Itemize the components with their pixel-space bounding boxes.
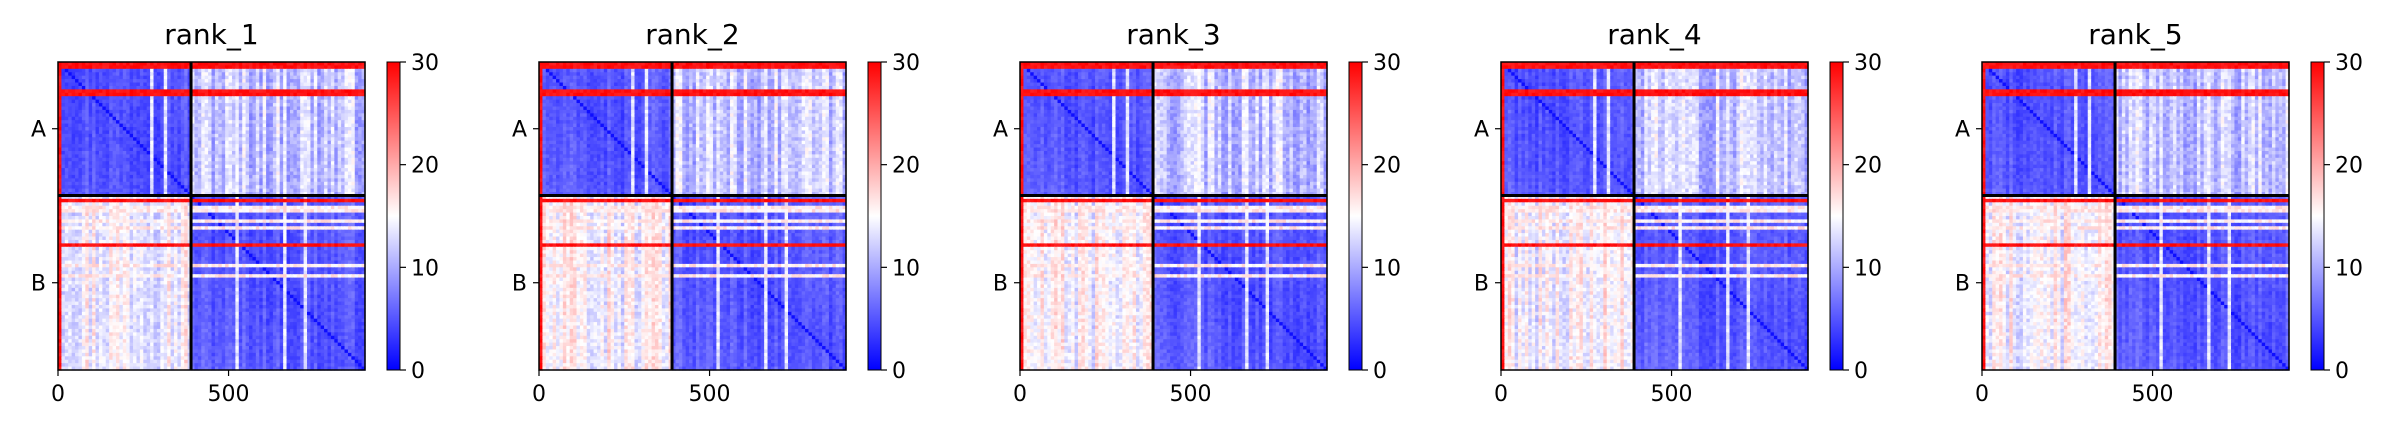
colorbar-tick-label: 20 — [1373, 154, 1401, 179]
chart-title: rank_5 — [2088, 18, 2182, 51]
panel-rank_3: rank_3 A B 0 500 0 10 20 30 — [993, 18, 1401, 407]
colorbar-tick-label: 20 — [411, 154, 439, 179]
colorbar-tick-label: 10 — [411, 256, 439, 281]
colorbar-tick-label: 20 — [1854, 154, 1882, 179]
heatmap-cells — [1020, 62, 1328, 371]
panel-rank_2: rank_2 A B 0 500 0 10 20 30 — [512, 18, 920, 407]
colorbar-tick-label: 30 — [1373, 51, 1401, 76]
x-tick-label: 500 — [1651, 382, 1693, 407]
panel-rank_1: rank_1 A B 0 500 0 10 20 30 — [31, 18, 439, 407]
colorbar-tick-label: 30 — [1854, 51, 1882, 76]
colorbar-tick-label: 30 — [892, 51, 920, 76]
colorbar-tick-label: 20 — [892, 154, 920, 179]
x-tick-label: 0 — [51, 382, 65, 407]
colorbar — [387, 62, 400, 370]
colorbar-tick-label: 0 — [1373, 359, 1387, 384]
colorbar-tick-label: 0 — [1854, 359, 1868, 384]
x-tick-label: 500 — [208, 382, 250, 407]
x-tick-label: 500 — [689, 382, 731, 407]
chain-label-A: A — [1955, 118, 1970, 143]
colorbar-tick-label: 0 — [2335, 359, 2349, 384]
colorbar-tick-label: 0 — [411, 359, 425, 384]
colorbar-tick-label: 10 — [892, 256, 920, 281]
heatmap-cells — [539, 62, 847, 371]
x-tick-label: 0 — [1975, 382, 1989, 407]
colorbar — [2311, 62, 2324, 370]
chain-label-A: A — [1474, 118, 1489, 143]
colorbar-tick-label: 10 — [1854, 256, 1882, 281]
colorbar-tick-label: 30 — [411, 51, 439, 76]
colorbar — [868, 62, 881, 370]
heatmap-cells — [1501, 62, 1809, 371]
x-tick-label: 0 — [1494, 382, 1508, 407]
x-tick-label: 500 — [1170, 382, 1212, 407]
chain-label-A: A — [512, 118, 527, 143]
panel-rank_4: rank_4 A B 0 500 0 10 20 30 — [1474, 18, 1882, 407]
x-tick-label: 0 — [532, 382, 546, 407]
chain-label-B: B — [512, 272, 527, 297]
chart-title: rank_3 — [1126, 18, 1220, 51]
colorbar — [1830, 62, 1843, 370]
x-tick-label: 0 — [1013, 382, 1027, 407]
heatmap-cells — [1982, 62, 2290, 371]
chain-label-B: B — [31, 272, 46, 297]
chain-label-B: B — [1474, 272, 1489, 297]
chart-title: rank_1 — [164, 18, 258, 51]
colorbar-tick-label: 10 — [1373, 256, 1401, 281]
colorbar-tick-label: 30 — [2335, 51, 2363, 76]
heatmap-cells — [58, 62, 366, 371]
chart-title: rank_2 — [645, 18, 739, 51]
colorbar — [1349, 62, 1362, 370]
chain-label-A: A — [993, 118, 1008, 143]
x-tick-label: 500 — [2132, 382, 2174, 407]
chain-label-B: B — [1955, 272, 1970, 297]
chain-label-B: B — [993, 272, 1008, 297]
colorbar-tick-label: 10 — [2335, 256, 2363, 281]
chain-label-A: A — [31, 118, 46, 143]
panel-rank_5: rank_5 A B 0 500 0 10 20 30 — [1955, 18, 2363, 407]
colorbar-tick-label: 0 — [892, 359, 906, 384]
chart-title: rank_4 — [1607, 18, 1701, 51]
colorbar-tick-label: 20 — [2335, 154, 2363, 179]
